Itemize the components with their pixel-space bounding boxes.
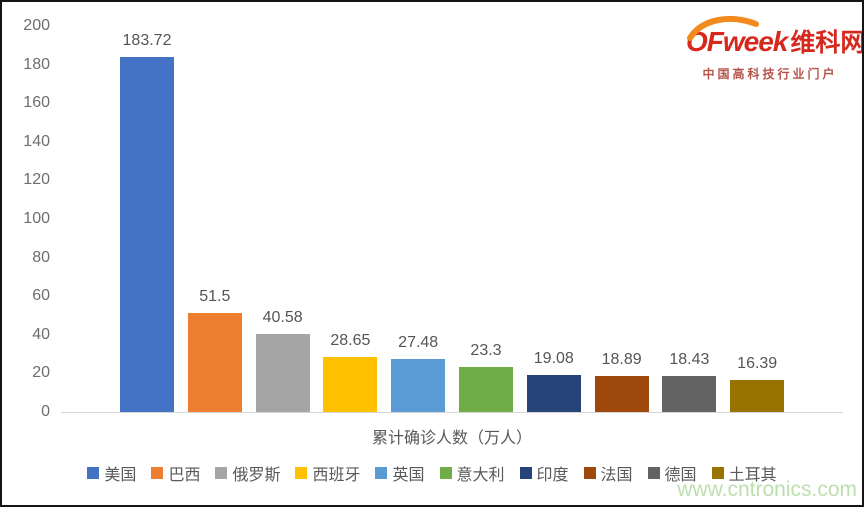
y-tick-label: 200 [23, 17, 50, 34]
y-tick-label: 80 [32, 248, 50, 266]
ofweek-logo: OFweek 维科网 中国高科技行业门户 [686, 15, 862, 82]
y-tick-label: 120 [23, 171, 50, 189]
legend-item: 印度 [519, 461, 569, 485]
legend-color-swatch [647, 467, 660, 479]
legend: 美国 巴西 俄罗斯 西班牙 英国 意大利 印度 法国 德国 土耳其 [2, 461, 862, 485]
y-tick-label: 180 [23, 55, 50, 73]
legend-label: 巴西 [168, 467, 201, 484]
bar [662, 376, 717, 412]
legend-label: 印度 [536, 467, 569, 484]
bar [120, 57, 174, 412]
legend-label: 德国 [664, 467, 697, 484]
legend-item: 法国 [583, 461, 633, 485]
legend-color-swatch [439, 467, 452, 479]
legend-label: 西班牙 [312, 467, 361, 484]
legend-item: 巴西 [151, 461, 200, 485]
y-tick-label: 40 [32, 325, 50, 343]
logo-brand-en: OFweek [686, 26, 788, 57]
bar [459, 367, 513, 412]
x-axis-line [61, 412, 843, 413]
legend-color-swatch [295, 467, 308, 479]
legend-color-swatch [151, 467, 164, 479]
legend-label: 法国 [600, 467, 633, 484]
logo-swoosh-icon [687, 15, 759, 41]
bar-value-label: 28.65 [330, 331, 371, 349]
legend-color-swatch [583, 467, 596, 479]
bar-value-label: 183.72 [122, 32, 172, 50]
legend-label: 美国 [104, 467, 137, 484]
legend-label: 土耳其 [728, 467, 777, 484]
y-tick-label: 0 [41, 403, 50, 420]
bar [323, 356, 378, 412]
bar [255, 333, 310, 412]
logo-brand-row: OFweek 维科网 [686, 15, 862, 62]
bar-value-label: 19.08 [533, 350, 574, 368]
bar [594, 375, 649, 412]
x-axis-title: 累计确诊人数（万人） [371, 430, 532, 447]
bar-value-label: 27.48 [398, 333, 439, 351]
y-tick-label: 140 [23, 132, 50, 150]
bar-value-label: 51.5 [199, 287, 231, 305]
legend-label: 俄罗斯 [232, 467, 281, 484]
y-tick-label: 100 [23, 210, 50, 227]
bar [526, 375, 581, 412]
legend-item: 英国 [375, 461, 425, 485]
bar [391, 358, 446, 412]
legend-label: 意大利 [456, 467, 505, 484]
legend-item: 土耳其 [711, 461, 777, 485]
bar [187, 312, 242, 412]
legend-color-swatch [375, 467, 388, 479]
bar-value-label: 40.58 [262, 308, 303, 326]
logo-brand-cn: 维科网 [790, 29, 864, 57]
bar-value-label: 16.39 [737, 355, 778, 373]
y-tick-label: 20 [32, 364, 50, 382]
legend-color-swatch [519, 467, 532, 479]
logo-tagline: 中国高科技行业门户 [702, 67, 838, 81]
legend-item: 德国 [647, 461, 697, 485]
watermark-text: www.cntronics.com [677, 478, 857, 501]
y-tick-label: 60 [32, 287, 50, 305]
legend-color-swatch [87, 467, 100, 479]
legend-item: 俄罗斯 [215, 461, 280, 485]
y-tick-label: 160 [23, 94, 50, 112]
bar-value-label: 23.3 [470, 342, 502, 360]
bar-value-label: 18.89 [601, 350, 642, 368]
legend-label: 英国 [392, 467, 425, 484]
legend-color-swatch [711, 467, 724, 479]
legend-color-swatch [215, 467, 228, 479]
bar-value-label: 18.43 [669, 351, 710, 369]
legend-item: 美国 [87, 461, 136, 485]
legend-item: 西班牙 [295, 461, 360, 485]
legend-item: 意大利 [439, 461, 505, 485]
bar [730, 380, 785, 412]
